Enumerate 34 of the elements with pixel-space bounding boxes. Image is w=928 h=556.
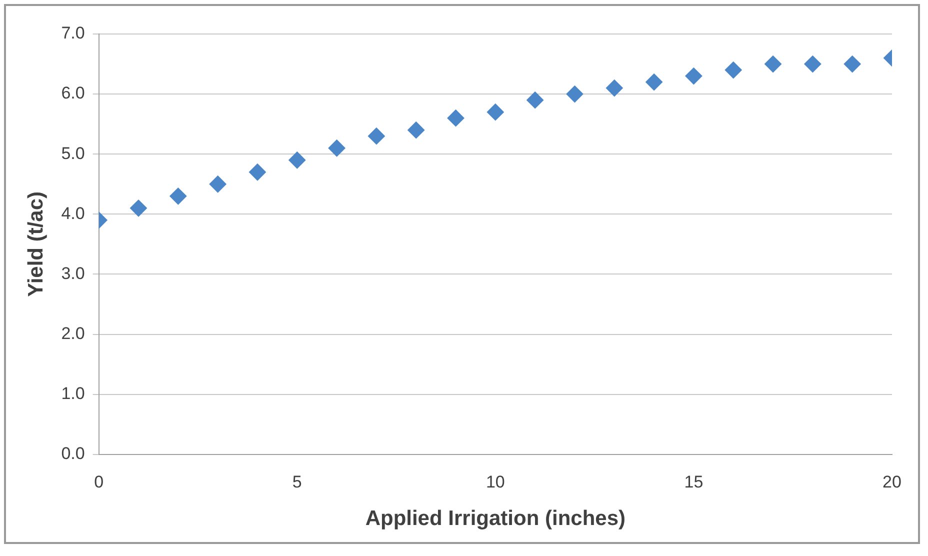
point — [130, 200, 147, 217]
point — [408, 122, 425, 139]
point — [447, 110, 464, 127]
y-tick-label: 6.0 — [61, 84, 85, 103]
y-axis-title: Yield (t/ac) — [24, 191, 48, 297]
y-tick-label: 0.0 — [61, 444, 85, 464]
point — [566, 86, 584, 103]
point — [288, 152, 306, 169]
point — [724, 62, 742, 79]
y-tick-label: 2.0 — [61, 324, 85, 343]
y-tick-label: 5.0 — [61, 144, 85, 163]
point — [170, 188, 187, 205]
y-tick-label: 4.0 — [61, 204, 85, 223]
x-tick-label: 5 — [292, 472, 302, 492]
point — [844, 56, 861, 73]
x-tick-label: 20 — [882, 472, 902, 492]
point — [685, 68, 702, 85]
y-tick-label: 3.0 — [61, 264, 85, 283]
x-axis-title: Applied Irrigation (inches) — [365, 507, 626, 530]
point — [486, 104, 504, 121]
point — [209, 176, 226, 193]
point — [764, 56, 782, 73]
point — [368, 128, 385, 145]
point — [646, 74, 663, 91]
y-tick-label: 1.0 — [61, 384, 85, 404]
x-tick-label: 10 — [486, 472, 505, 492]
point — [248, 164, 266, 181]
point — [328, 140, 346, 157]
point — [804, 56, 822, 73]
y-tick-label: 7.0 — [61, 24, 85, 43]
point — [606, 80, 623, 97]
x-tick-label: 0 — [94, 472, 104, 492]
x-tick-label: 15 — [684, 472, 704, 492]
point — [526, 92, 544, 109]
